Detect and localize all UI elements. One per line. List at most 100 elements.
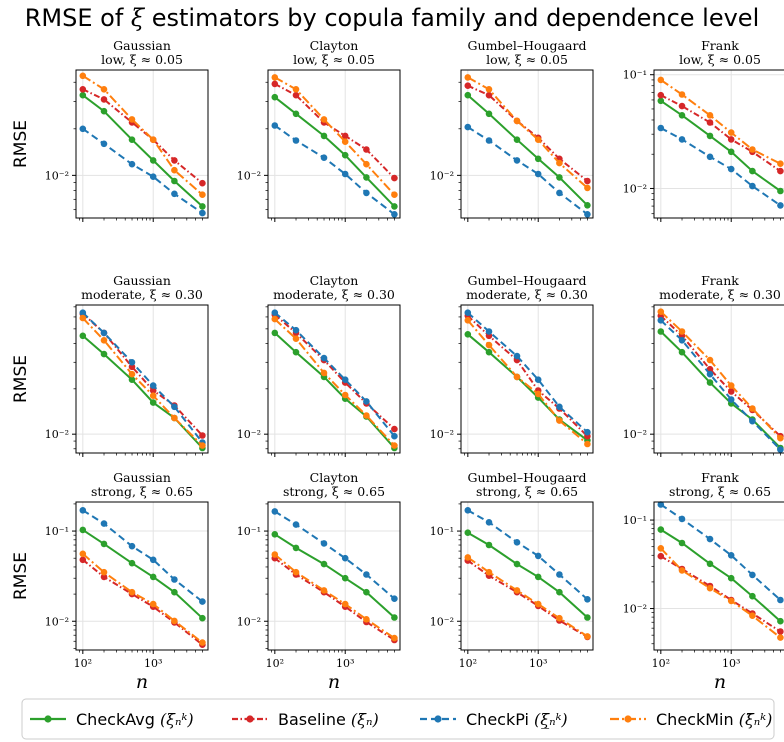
panel-title-level: strong, ξ ≈ 0.65 — [91, 484, 193, 499]
series-line — [660, 319, 782, 451]
legend-marker — [246, 715, 254, 723]
y-tick-label: 10⁻² — [45, 428, 69, 441]
data-point — [485, 137, 493, 144]
data-point — [149, 556, 157, 564]
data-point — [678, 539, 686, 547]
series-line — [467, 559, 588, 638]
series-CheckPi — [79, 125, 206, 217]
y-axis-label: RMSE — [11, 355, 31, 403]
panel-title-family: Clayton — [310, 470, 359, 485]
data-point — [678, 328, 686, 335]
legend-item-CheckAvg: CheckAvg (ξₙᵏ) — [30, 710, 194, 729]
data-point — [657, 328, 665, 335]
series-CheckPi — [464, 309, 591, 436]
data-point — [727, 388, 735, 395]
data-point — [341, 170, 349, 178]
axes-frame — [75, 304, 209, 454]
data-point — [363, 189, 370, 197]
series-CheckMin — [657, 545, 784, 641]
data-point — [100, 107, 108, 115]
data-point — [777, 187, 784, 195]
data-point — [271, 508, 279, 515]
series-CheckMin — [79, 72, 206, 198]
legend-label: Baseline (ξₙ) — [278, 710, 379, 729]
series-line — [660, 127, 781, 207]
series-line — [274, 314, 396, 430]
series-line — [467, 76, 589, 189]
series-line — [660, 79, 781, 165]
series-CheckPi — [271, 508, 398, 602]
series-line — [274, 533, 396, 619]
series-line — [82, 559, 204, 646]
series-line — [467, 311, 589, 433]
axes-frame — [267, 501, 401, 651]
data-point — [706, 535, 714, 543]
data-point — [199, 203, 206, 210]
data-point — [657, 317, 665, 324]
x-tick-label: 10³ — [722, 657, 740, 670]
series-line — [274, 76, 396, 196]
data-point — [678, 348, 686, 356]
series-line — [274, 332, 396, 449]
data-point — [464, 91, 472, 99]
series-line — [82, 509, 204, 603]
data-point — [727, 382, 735, 389]
legend-label: CheckPi (ξ̲ₙᵏ) — [466, 710, 568, 729]
legend-label-symbol: (ξ̲ₙᵏ) — [534, 710, 568, 729]
data-point — [320, 154, 328, 161]
data-point — [534, 376, 542, 384]
y-tick-label: 10⁻² — [237, 169, 261, 182]
data-point — [271, 80, 279, 88]
data-point — [171, 576, 178, 583]
panel-title-level: strong, ξ ≈ 0.65 — [669, 484, 771, 499]
panel-title-family: Frank — [701, 470, 739, 485]
series-line — [82, 529, 204, 619]
data-point — [485, 91, 493, 99]
axes-frame — [460, 501, 594, 651]
data-point — [534, 136, 542, 143]
data-point — [464, 529, 472, 536]
series-Baseline — [79, 86, 206, 187]
data-point — [199, 432, 206, 439]
data-point — [464, 554, 472, 561]
data-point — [706, 356, 714, 364]
data-point — [657, 501, 665, 508]
series-CheckAvg — [464, 331, 591, 444]
panel-title-level: moderate, ξ ≈ 0.30 — [81, 287, 203, 302]
data-point — [584, 202, 591, 209]
panel-title-family: Gaussian — [113, 470, 171, 485]
data-point — [485, 568, 493, 576]
y-tick-label: 10⁻¹ — [623, 69, 647, 82]
data-point — [657, 91, 665, 99]
series-line — [274, 83, 396, 179]
series-CheckPi — [464, 507, 591, 603]
x-axis-label: n — [328, 671, 340, 693]
series-CheckMin — [79, 314, 206, 449]
data-point — [749, 612, 756, 619]
y-tick-label: 10⁻² — [237, 428, 261, 441]
data-point — [777, 628, 784, 635]
data-point — [584, 184, 591, 192]
data-point — [149, 387, 157, 394]
data-point — [292, 521, 300, 528]
data-point — [706, 584, 714, 592]
legend-marker — [44, 715, 52, 723]
data-point — [485, 348, 493, 356]
data-point — [271, 551, 279, 558]
data-point — [513, 539, 521, 546]
data-point — [149, 600, 157, 608]
data-point — [100, 568, 108, 576]
data-point — [341, 574, 349, 582]
series-CheckMin — [464, 74, 591, 192]
series-line — [467, 556, 588, 638]
panel-title-level: low, ξ ≈ 0.05 — [101, 52, 183, 67]
series-line — [660, 315, 782, 437]
data-point — [171, 190, 178, 198]
y-tick-label: 10⁻² — [430, 615, 454, 628]
data-point — [391, 191, 398, 198]
data-point — [706, 560, 714, 568]
legend-marker — [434, 715, 442, 723]
